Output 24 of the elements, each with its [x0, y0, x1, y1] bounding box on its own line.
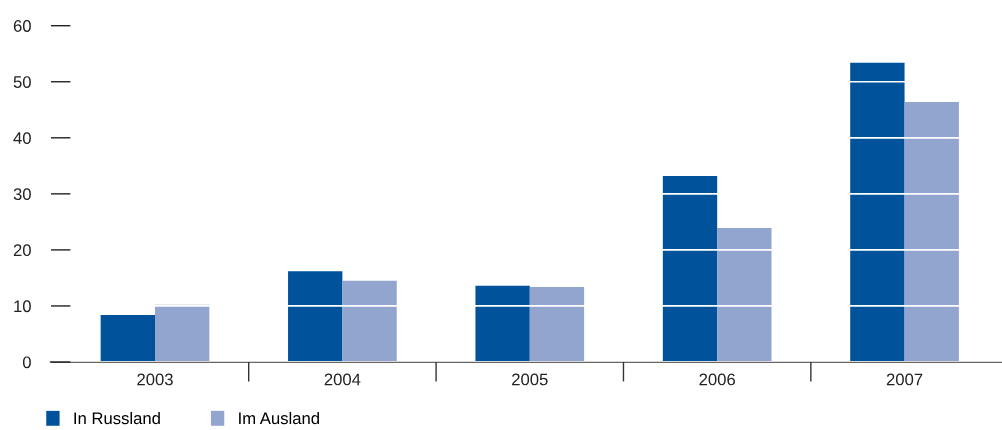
bar [342, 280, 397, 362]
x-tick-label: 2006 [699, 373, 735, 386]
bar [662, 175, 718, 362]
y-tick-label: 10 [14, 300, 31, 313]
bar [100, 314, 155, 362]
bar [717, 228, 772, 362]
bar [529, 286, 585, 362]
x-tick-label: 2004 [324, 373, 361, 386]
legend-label: In Russland [74, 411, 160, 425]
bar [475, 285, 530, 362]
y-tick-label: 40 [13, 132, 31, 144]
y-tick-label: 50 [13, 76, 31, 88]
y-tick-label: 30 [13, 188, 31, 201]
y-tick-label: 20 [13, 244, 31, 257]
bar [155, 304, 210, 362]
x-tick-label: 2007 [886, 373, 923, 386]
y-tick-label: 0 [22, 356, 31, 369]
bar [904, 101, 959, 362]
x-tick-label: 2005 [512, 373, 548, 386]
x-tick-label: 2003 [137, 373, 173, 386]
legend-label: Im Ausland [239, 411, 319, 425]
bar [850, 62, 905, 362]
y-tick-label: 60 [13, 20, 31, 32]
bar [288, 271, 343, 362]
